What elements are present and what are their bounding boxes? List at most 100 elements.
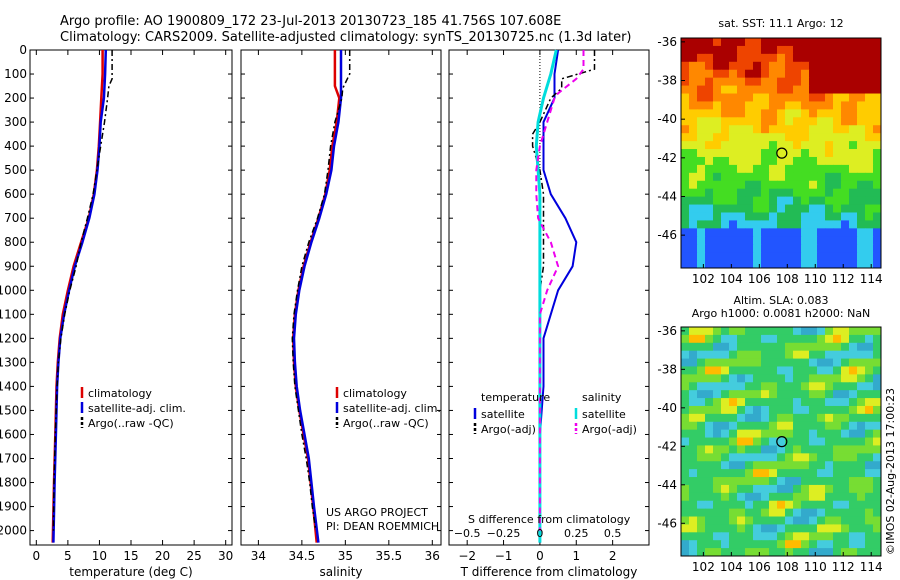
map-cell [825,228,834,237]
map-cell [705,125,714,134]
map-cell [761,327,770,336]
map-cell [865,172,874,182]
map-cell [753,500,762,510]
map-cell [737,516,746,525]
map-cell [785,117,794,126]
map-cell [681,366,690,375]
map-cell [785,453,794,462]
map-cell [769,366,778,375]
map-cell [873,125,881,134]
map-cell [785,156,794,166]
map-cell [729,188,738,198]
map-cell [865,461,874,470]
map-cell [825,390,834,399]
map-cell [713,141,722,150]
map-cell [825,61,834,71]
map-cell [849,327,858,336]
map-cell [721,244,730,253]
map-cell [865,117,874,126]
map-cell [849,437,858,446]
map-cell [753,156,762,166]
map-cell [849,180,858,190]
profile-panel-1 [29,49,233,546]
lon-tick-label: 114 [860,272,883,286]
map-cell [705,164,714,174]
map-cell [785,149,794,158]
map-cell [737,212,746,221]
map-cell [729,117,738,126]
map-cell [705,484,714,494]
depth-tick-label: 700 [4,211,27,225]
map-cell [833,492,842,502]
map-cell [697,228,706,237]
map-cell [777,334,786,344]
map-cell [761,53,770,63]
map-cell [761,413,770,423]
map-cell [769,413,778,423]
map-cell [777,125,786,134]
map-cell [777,374,786,383]
map-cell [737,117,746,126]
map-cell [713,180,722,190]
map-cell [713,484,722,494]
map-cell [865,77,874,87]
series-line-argo-adj-s [535,50,585,531]
map-cell [857,188,866,198]
map-cell [721,461,730,470]
map-cell [809,117,818,126]
map-cell [769,236,778,245]
map-cell [857,453,866,462]
map-cell [817,156,826,166]
map-cell [753,429,762,439]
map-cell [809,429,818,439]
map-cell [729,390,738,399]
map-cell [849,421,858,431]
map-cell [729,156,738,166]
map-cell [809,156,818,166]
map-cell [729,429,738,439]
map-cell [777,342,786,352]
map-cell [873,85,881,95]
legend-entry: satellite-adj. clim. [88,402,186,415]
map-cell [769,164,778,174]
map-cell [713,524,722,533]
map-cell [857,228,866,237]
map-cell [777,358,786,367]
map-cell [761,398,770,407]
map-cell [801,366,810,375]
map-cell [689,374,698,383]
map-cell [801,252,810,261]
map-cell [697,327,706,336]
map-cell [841,141,850,150]
map-cell [857,484,866,494]
map-cell [689,164,698,174]
map-cell [865,484,874,494]
map-cell [857,413,866,423]
map-cell [681,188,690,198]
map-cell [737,164,746,174]
map-cell [737,358,746,367]
map-cell [681,101,690,110]
map-cell [777,149,786,158]
map-cell [713,532,722,541]
map-cell [753,358,762,367]
map-cell [753,413,762,423]
map-cell [865,453,874,462]
map-cell [825,212,834,221]
map-cell [737,196,746,206]
map-cell [849,484,858,494]
map-cell [769,228,778,237]
map-cell [857,492,866,502]
map-cell [785,398,794,407]
map-cell [833,453,842,462]
map-cell [841,53,850,63]
float-position-marker [776,147,788,159]
map-cell [793,540,802,549]
map-cell [761,204,770,213]
map-cell [721,421,730,431]
map-cell [865,101,874,110]
map-cell [809,508,818,518]
map-cell [737,461,746,470]
map-cell [849,469,858,478]
x-tick-label: 25 [186,549,201,563]
